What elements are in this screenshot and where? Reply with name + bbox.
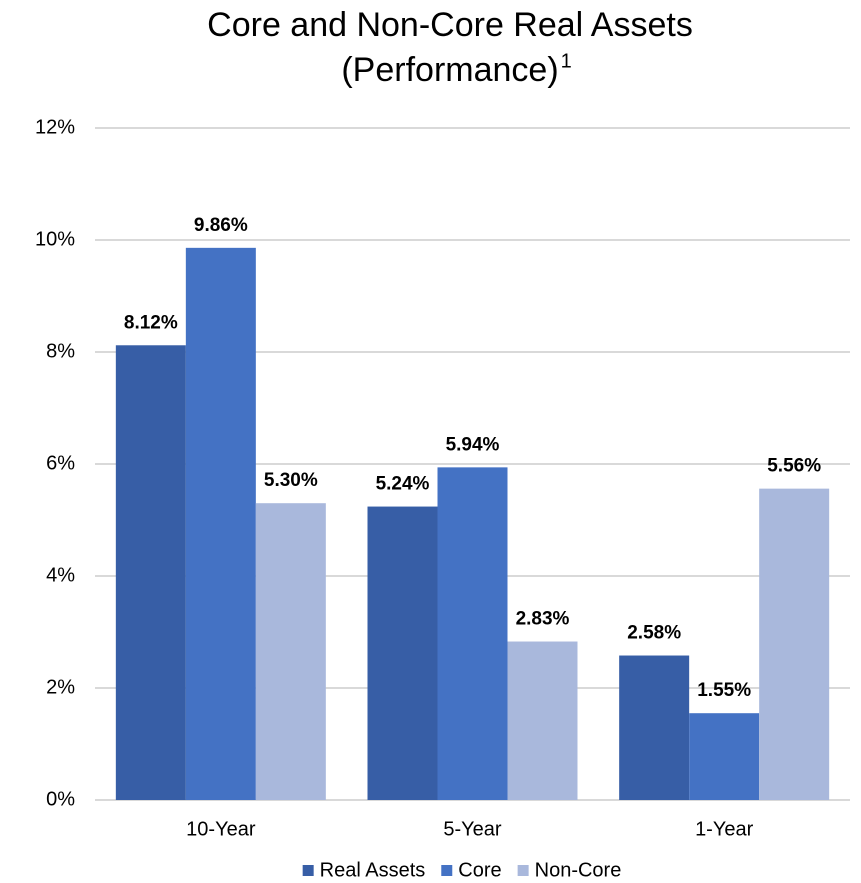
value-label: 9.86% — [194, 215, 248, 236]
chart-title: Core and Non-Core Real Assets — [207, 6, 693, 44]
bar — [507, 641, 578, 800]
legend-swatch — [302, 865, 314, 876]
y-tick-label: 6% — [46, 452, 75, 474]
legend-label: Core — [458, 859, 501, 881]
y-tick-label: 2% — [46, 676, 75, 698]
y-tick-label: 8% — [46, 340, 75, 362]
value-label: 5.24% — [376, 474, 430, 495]
y-tick-label: 4% — [46, 564, 75, 586]
y-tick-label: 0% — [46, 788, 75, 810]
value-label: 5.30% — [264, 470, 318, 491]
bar — [185, 247, 256, 801]
bar — [689, 713, 760, 800]
chart-subtitle: (Performance) — [341, 51, 558, 89]
bar — [367, 506, 438, 800]
legend-swatch — [441, 865, 453, 876]
value-label: 1.55% — [697, 680, 751, 701]
value-label: 8.12% — [124, 312, 178, 333]
x-tick-label: 5-Year — [443, 818, 502, 840]
value-label: 2.58% — [627, 623, 681, 644]
bar — [115, 345, 186, 800]
bar — [437, 467, 508, 800]
value-label: 5.56% — [767, 456, 821, 477]
bar — [619, 655, 690, 800]
bar — [759, 488, 830, 800]
y-tick-label: 10% — [35, 228, 75, 250]
legend-swatch — [517, 865, 529, 876]
legend-label: Real Assets — [320, 859, 426, 881]
bar — [255, 503, 326, 800]
y-tick-label: 12% — [35, 116, 75, 138]
x-tick-label: 1-Year — [695, 818, 754, 840]
value-label: 5.94% — [446, 434, 500, 455]
x-tick-label: 10-Year — [186, 818, 256, 840]
legend-label: Non-Core — [535, 859, 622, 881]
footnote-marker: 1 — [561, 50, 572, 72]
value-label: 2.83% — [516, 609, 570, 630]
